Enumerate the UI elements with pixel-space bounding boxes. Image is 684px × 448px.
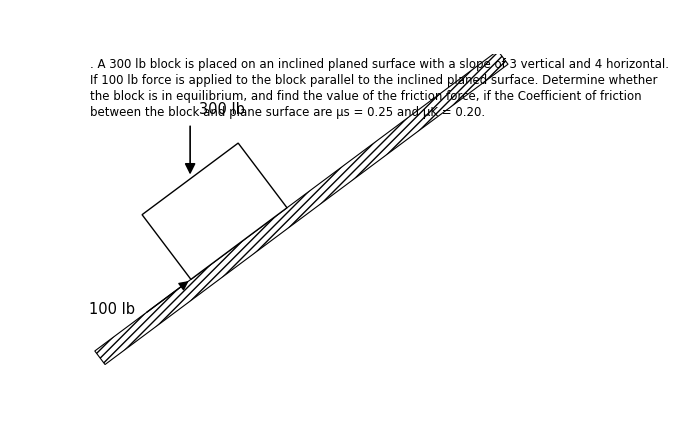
Text: the block is in equilibrium, and find the value of the friction force, if the Co: the block is in equilibrium, and find th…	[90, 90, 642, 103]
Polygon shape	[95, 51, 508, 365]
Text: . A 300 lb block is placed on an inclined planed surface with a slope of 3 verti: . A 300 lb block is placed on an incline…	[90, 58, 669, 71]
Text: 100 lb: 100 lb	[89, 302, 135, 317]
Polygon shape	[142, 143, 287, 280]
Text: If 100 lb force is applied to the block parallel to the inclined planed surface.: If 100 lb force is applied to the block …	[90, 74, 657, 87]
Text: 300 lb: 300 lb	[200, 102, 246, 117]
Text: between the block and plane surface are μs = 0.25 and μK = 0.20.: between the block and plane surface are …	[90, 106, 485, 119]
